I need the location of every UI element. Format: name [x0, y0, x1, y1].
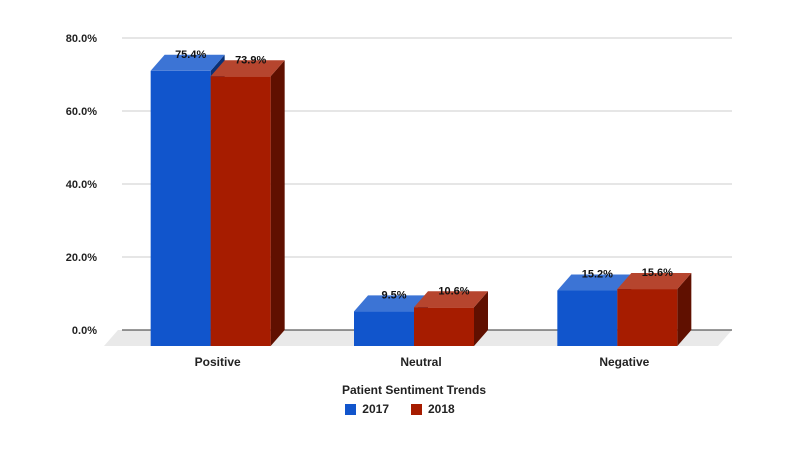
bar-2017-neutral-top [354, 295, 428, 312]
bar-2017-positive-top [150, 54, 225, 71]
legend: 2017 2018 [0, 402, 800, 416]
x-axis-title: Patient Sentiment Trends [342, 383, 486, 397]
legend-swatch-series-1 [345, 403, 357, 415]
data-label-2018-negative: 15.6% [642, 267, 673, 279]
data-label-2018-positive: 73.9% [235, 54, 266, 66]
x-tick-label-positive: Positive [195, 355, 241, 369]
bar-2017-positive [150, 70, 211, 346]
data-label-2017-positive: 75.4% [175, 49, 206, 61]
y-tick-label-2: 40.0% [66, 179, 97, 191]
legend-item-series-2: 2018 [411, 402, 455, 416]
bar-2018-positive [210, 76, 271, 346]
y-tick-label-1: 20.0% [66, 252, 97, 264]
x-tick-label-neutral: Neutral [400, 355, 441, 369]
legend-label-series-1: 2017 [362, 402, 389, 416]
bar-2017-neutral [354, 311, 414, 346]
legend-label-series-2: 2018 [428, 402, 455, 416]
bar-2018-negative-top [617, 273, 692, 290]
bar-2018-negative [617, 289, 678, 346]
bar-2018-neutral [414, 307, 474, 346]
bar-2017-negative [557, 290, 618, 346]
data-label-2017-negative: 15.2% [582, 269, 613, 281]
x-tick-label-negative: Negative [599, 355, 649, 369]
bar-2018-negative-side [677, 273, 692, 346]
bar-2018-positive-side [270, 60, 285, 346]
legend-swatch-series-2 [411, 403, 422, 415]
y-tick-label-0: 0.0% [72, 325, 97, 337]
bar-2017-negative-top [557, 274, 632, 291]
legend-item-series-1: 2017 [345, 402, 389, 416]
data-label-2017-neutral: 9.5% [381, 289, 406, 301]
bar-2018-positive-top [210, 60, 285, 77]
bar-2018-neutral-top [414, 291, 488, 308]
data-label-2018-neutral: 10.6% [438, 285, 469, 297]
y-tick-label-4: 80.0% [66, 33, 97, 45]
y-tick-label-3: 60.0% [66, 106, 97, 118]
bar-2018-neutral-side [474, 291, 488, 346]
